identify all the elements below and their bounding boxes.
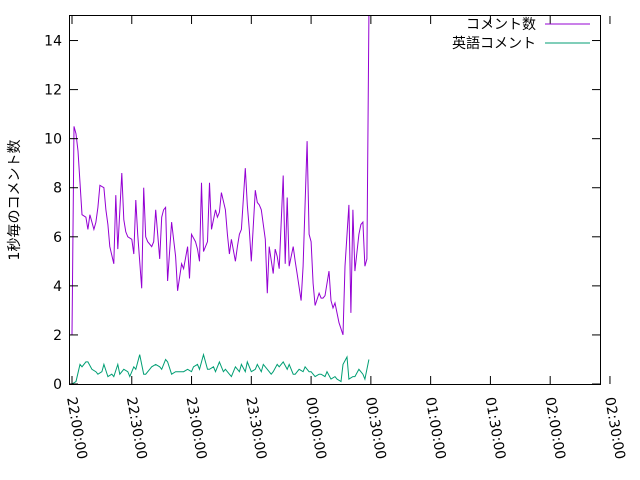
x-tick-label: 02:30:00	[601, 396, 628, 461]
y-tick-label: 0	[53, 377, 62, 393]
x-tick-label: 02:00:00	[541, 396, 568, 461]
x-tick-label: 00:30:00	[362, 396, 389, 461]
series-layer	[71, 15, 370, 385]
x-tick-label: 23:00:00	[183, 396, 210, 461]
x-tick-label: 22:00:00	[63, 396, 90, 461]
y-tick-label: 12	[44, 83, 62, 99]
y-tick-label: 14	[44, 34, 62, 50]
x-tick-label: 00:00:00	[302, 396, 329, 461]
plot-frame	[69, 15, 601, 385]
y-tick-label: 2	[53, 328, 62, 344]
x-tick-label: 23:30:00	[242, 396, 269, 461]
y-tick-label: 10	[44, 132, 62, 148]
y-tick-label: 4	[53, 279, 62, 295]
series-line-1	[71, 352, 370, 385]
x-tick-label: 22:30:00	[123, 396, 150, 461]
legend-label: 英語コメント	[452, 35, 536, 52]
y-axis-title: 1秒毎のコメント数	[7, 140, 23, 261]
series-line-0	[71, 15, 370, 336]
x-tick-label: 01:00:00	[422, 396, 449, 461]
y-tick-label: 8	[53, 181, 62, 197]
y-tick-label: 6	[53, 230, 62, 246]
x-tick-label: 01:30:00	[481, 396, 508, 461]
legend-label: コメント数	[466, 17, 536, 33]
tick-layer: 0 2 4 6 8 10 12 14 22:00:00 22:30:00 23:00:00 23:30…	[44, 16, 628, 461]
